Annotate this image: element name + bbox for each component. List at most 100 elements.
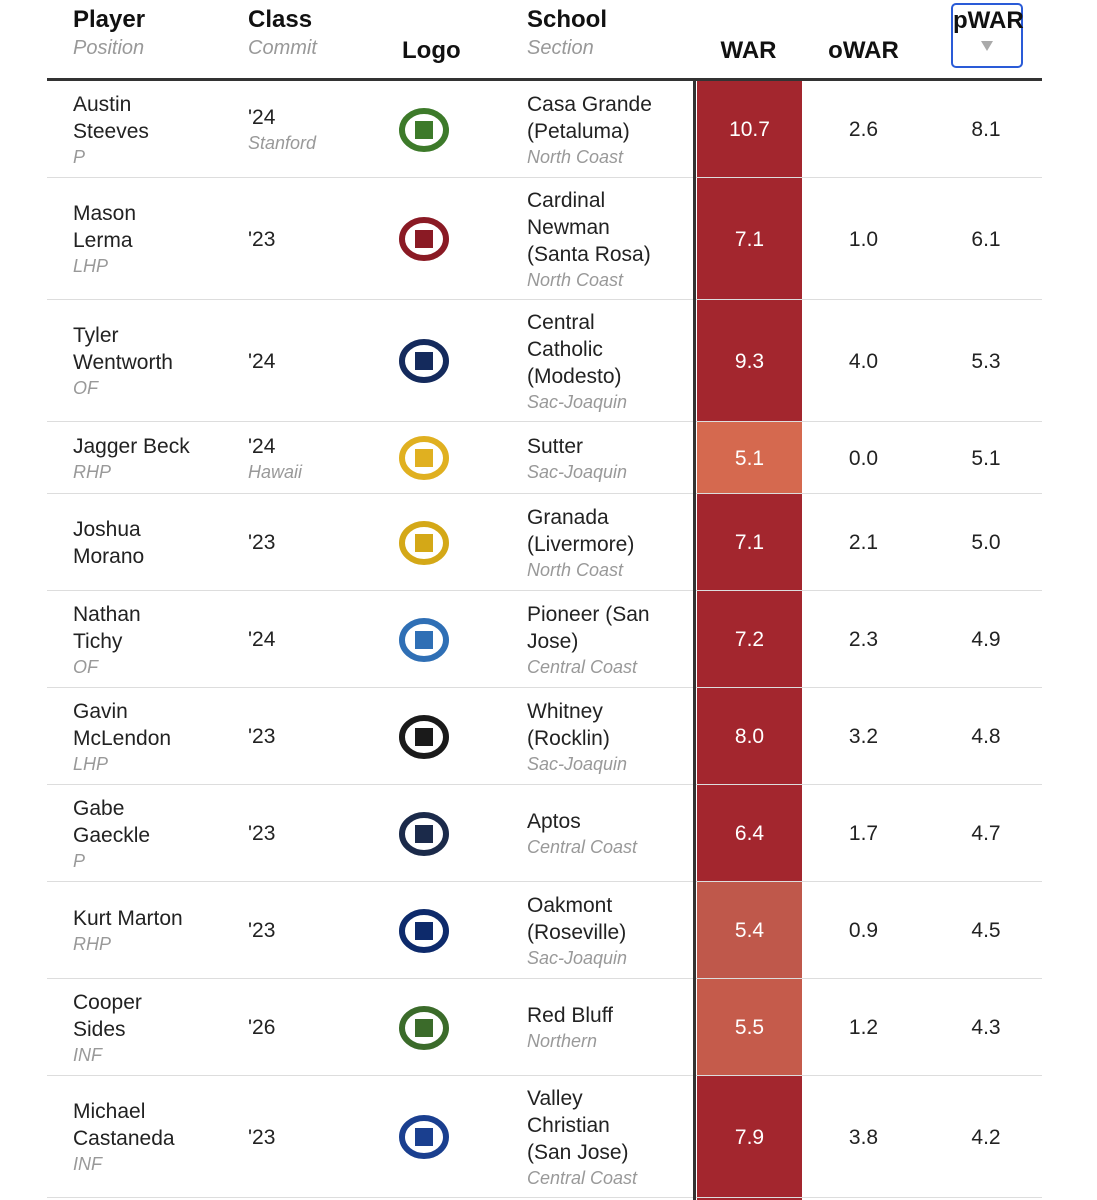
war-cell: 10.7 — [697, 81, 802, 178]
player-cell: Kurt Marton RHP — [73, 882, 243, 979]
pwar-cell: 5.0 — [932, 494, 1040, 591]
section: North Coast — [527, 269, 624, 290]
header-war[interactable]: WAR — [720, 37, 777, 64]
row-divider — [47, 493, 1042, 494]
owar: 1.7 — [848, 822, 879, 845]
war-cell: 5.4 — [697, 882, 802, 979]
sort-arrow — [981, 41, 993, 51]
header-class[interactable]: Class — [248, 6, 313, 33]
position: P — [73, 146, 86, 167]
logo-cell — [394, 300, 454, 422]
school-name: Aptos — [527, 810, 581, 833]
logo-cell — [394, 882, 454, 979]
owar-cell: 3.2 — [810, 688, 917, 785]
owar-cell: 4.0 — [810, 300, 917, 422]
row-divider — [47, 687, 1042, 688]
war-cell: 6.4 — [697, 785, 802, 882]
row-divider — [47, 784, 1042, 785]
position: RHP — [73, 461, 112, 482]
school-name: (Rocklin) — [527, 726, 610, 750]
position: P — [73, 850, 86, 871]
school-name: Cardinal — [527, 188, 606, 212]
school-cell: Oakmont (Roseville) Sac-Joaquin — [527, 882, 692, 979]
pwar-cell: 6.1 — [932, 178, 1040, 300]
section: Central Coast — [527, 837, 638, 857]
position: LHP — [73, 256, 109, 276]
section: Sac-Joaquin — [527, 461, 628, 482]
pwar-cell: 4.8 — [932, 688, 1040, 785]
war: 5.5 — [734, 1016, 765, 1039]
row-divider — [47, 1075, 1042, 1076]
school-cell: Sutter Sac-Joaquin — [527, 422, 692, 494]
class-cell: '23 — [248, 882, 388, 979]
header-school[interactable]: School — [527, 6, 608, 33]
class: '24 — [248, 106, 276, 129]
player-name: Steeves — [73, 119, 149, 143]
owar-cell: 2.6 — [810, 81, 917, 178]
logo-cell — [394, 178, 454, 300]
class-cell: '24 Hawaii — [248, 422, 388, 494]
logo-cell — [394, 785, 454, 882]
class: '24 — [248, 434, 276, 458]
player-name: Morano — [73, 544, 145, 568]
pwar-cell: 5.3 — [932, 300, 1040, 422]
position: OF — [73, 378, 98, 398]
pwar: 6.1 — [971, 227, 1001, 251]
pwar: 4.3 — [971, 1016, 1001, 1039]
section: Sac-Joaquin — [527, 753, 628, 774]
class-cell: '23 — [248, 178, 388, 300]
column-rule — [693, 81, 696, 1200]
row-divider — [47, 177, 1042, 178]
position: LHP — [73, 753, 109, 774]
class-cell: '26 — [248, 979, 388, 1076]
pwar: 5.1 — [971, 446, 1001, 470]
logo-cell — [394, 1076, 454, 1198]
pwar: 4.7 — [971, 822, 1001, 845]
class: '24 — [248, 628, 276, 651]
war: 8.0 — [734, 725, 765, 748]
school-name: Jose) — [527, 629, 579, 653]
header-player[interactable]: Player — [73, 6, 146, 33]
owar-cell: 2.1 — [810, 494, 917, 591]
pwar-cell: 4.3 — [932, 979, 1040, 1076]
header-pwar[interactable]: pWAR — [953, 7, 1024, 34]
pwar: 4.2 — [971, 1125, 1001, 1149]
pwar-cell: 4.7 — [932, 785, 1040, 882]
school-logo — [399, 1115, 449, 1159]
class: '23 — [248, 725, 276, 748]
war: 6.4 — [734, 822, 765, 845]
logo-cell — [394, 494, 454, 591]
school-name: Red Bluff — [527, 1004, 613, 1027]
school-name: Valley — [527, 1086, 583, 1110]
player-name: Gaeckle — [73, 823, 151, 847]
player-name: Jagger Beck — [73, 434, 190, 458]
logo-cell — [394, 81, 454, 178]
school-cell: Valley Christian (San Jose) Central Coast — [527, 1076, 692, 1198]
pwar-cell: 4.9 — [932, 591, 1040, 688]
war-cell: 5.5 — [697, 979, 802, 1076]
player-cell: Mason Lerma LHP — [73, 178, 243, 300]
war-cell — [697, 1198, 802, 1200]
school-logo — [399, 811, 449, 856]
player-name: Austin — [73, 92, 132, 116]
header-owar[interactable]: oWAR — [828, 37, 899, 64]
school-name: (Petaluma) — [527, 119, 630, 143]
player-cell: Gabe Gaeckle P — [73, 785, 243, 882]
sort-focus[interactable]: pWAR — [951, 3, 1024, 68]
pwar: 4.9 — [971, 628, 1001, 651]
owar-cell: 1.7 — [810, 785, 917, 882]
logo-cell — [394, 979, 454, 1076]
school-logo — [399, 339, 449, 383]
school-logo — [399, 520, 449, 565]
school-name: Catholic — [527, 337, 603, 361]
school-cell: Casa Grande (Petaluma) North Coast — [527, 81, 692, 178]
war: 7.1 — [734, 531, 765, 554]
header-section: Section — [527, 37, 594, 59]
school-name: Christian — [527, 1113, 610, 1137]
player-name: Tichy — [73, 629, 123, 653]
player-name: Nathan — [73, 602, 141, 626]
player-cell: Nathan Tichy OF — [73, 591, 243, 688]
header-commit: Commit — [248, 37, 317, 59]
school-cell: Whitney (Rocklin) Sac-Joaquin — [527, 688, 692, 785]
pwar: 4.5 — [971, 919, 1001, 942]
